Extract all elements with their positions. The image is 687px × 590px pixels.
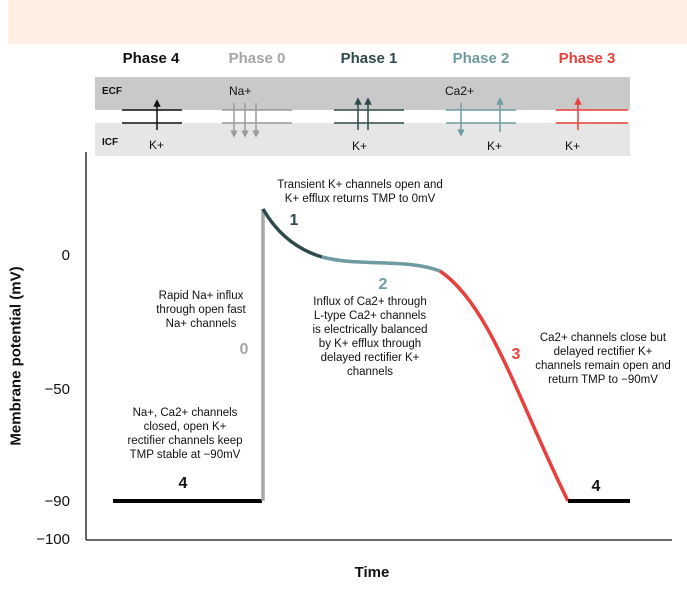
x-axis-title: Time [354, 564, 390, 581]
phase2-k-ion: K+ [487, 139, 503, 153]
phase3-channel [556, 97, 628, 130]
curve-number-0: 0 [239, 341, 249, 358]
y-tick-label: 0 [61, 247, 70, 264]
ecf-region [95, 77, 630, 110]
phase2-channel [446, 97, 516, 137]
y-axis-title: Membrane potential (mV) [7, 266, 25, 446]
phase1-k-ion: K+ [352, 139, 368, 153]
curve-number-4-right: 4 [591, 478, 601, 495]
curve-number-1: 1 [289, 212, 299, 229]
curve-phase2 [321, 255, 441, 273]
phase-2-header: Phase 2 [452, 50, 510, 67]
phase0-na-ion: Na+ [229, 84, 252, 98]
y-tick-label: −100 [36, 531, 70, 548]
icf-region [95, 123, 630, 156]
curve-number-3: 3 [511, 346, 521, 363]
phase1-annotation: Transient K+ channels open and K+ efflux… [277, 179, 443, 205]
y-tick-label: −90 [44, 493, 70, 510]
phase0-annotation: Rapid Na+ influx through open fast Na+ c… [156, 290, 246, 330]
curve-number-4-left: 4 [178, 475, 188, 492]
phase3-annotation: Ca2+ channels close but delayed rectifie… [535, 332, 671, 386]
cell-membrane [95, 110, 630, 123]
phase-0-header: Phase 0 [228, 50, 286, 67]
phase4-annotation: Na+, Ca2+ channels closed, open K+ recti… [127, 407, 243, 461]
header-band [8, 0, 687, 44]
phase0-channel [222, 103, 292, 138]
phase-3-header: Phase 3 [558, 50, 616, 67]
curve-phase1 [261, 208, 323, 259]
phase4-channel [122, 99, 182, 130]
icf-label: ICF [102, 137, 119, 148]
phase2-annotation: Influx of Ca2+ through L-type Ca2+ chann… [312, 296, 428, 378]
phase-4-header: Phase 4 [122, 50, 180, 67]
phase-1-header: Phase 1 [340, 50, 398, 67]
ion-flux-panel: ECF ICF K+ Na+ K+ Ca2+ K+ K+ [95, 77, 630, 156]
phase4-k-ion: K+ [149, 138, 165, 152]
y-tick-label: −50 [44, 381, 70, 398]
ecf-label: ECF [102, 86, 122, 97]
phase2-ca-ion: Ca2+ [445, 84, 475, 98]
phase1-channel [334, 97, 404, 130]
phase3-k-ion: K+ [565, 139, 581, 153]
curve-number-2: 2 [378, 276, 388, 293]
curve-phase3 [439, 269, 570, 502]
